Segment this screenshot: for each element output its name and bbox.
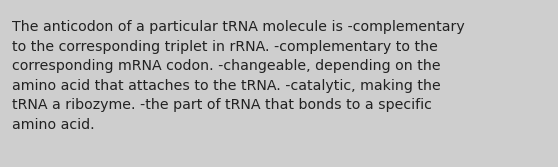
Text: The anticodon of a particular tRNA molecule is -complementary
to the correspondi: The anticodon of a particular tRNA molec… bbox=[12, 20, 465, 132]
